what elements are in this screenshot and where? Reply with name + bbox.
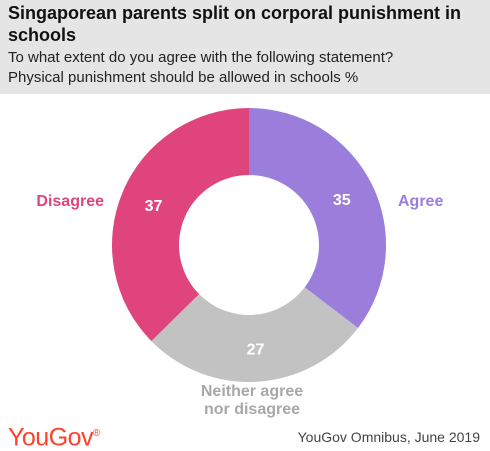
chart-subtitle-statement: Physical punishment should be allowed in…: [8, 69, 359, 86]
source-note: YouGov Omnibus, June 2019: [297, 429, 480, 445]
data-label-neither-agree-nor-disagree: 27: [247, 341, 265, 358]
data-label-agree: 35: [333, 192, 351, 209]
chart-title: Singaporean parents split on corporal pu…: [8, 3, 462, 45]
category-label-agree: Agree: [398, 193, 443, 210]
category-label-neither-agree-nor-disagree: Neither agree nor disagree: [201, 383, 303, 418]
category-label-disagree: Disagree: [36, 193, 104, 210]
slice-disagree: [112, 108, 249, 342]
registered-mark: ®: [93, 428, 100, 439]
yougov-logo-text: YouGov: [8, 423, 94, 451]
header-panel: Singaporean parents split on corporal pu…: [0, 0, 490, 94]
yougov-logo: YouGov®: [8, 420, 100, 451]
chart-subtitle-question: To what extent do you agree with the fol…: [8, 49, 394, 66]
slice-agree: [249, 108, 386, 328]
data-label-disagree: 37: [145, 198, 163, 215]
slice-neither-agree-nor-disagree: [151, 287, 359, 382]
